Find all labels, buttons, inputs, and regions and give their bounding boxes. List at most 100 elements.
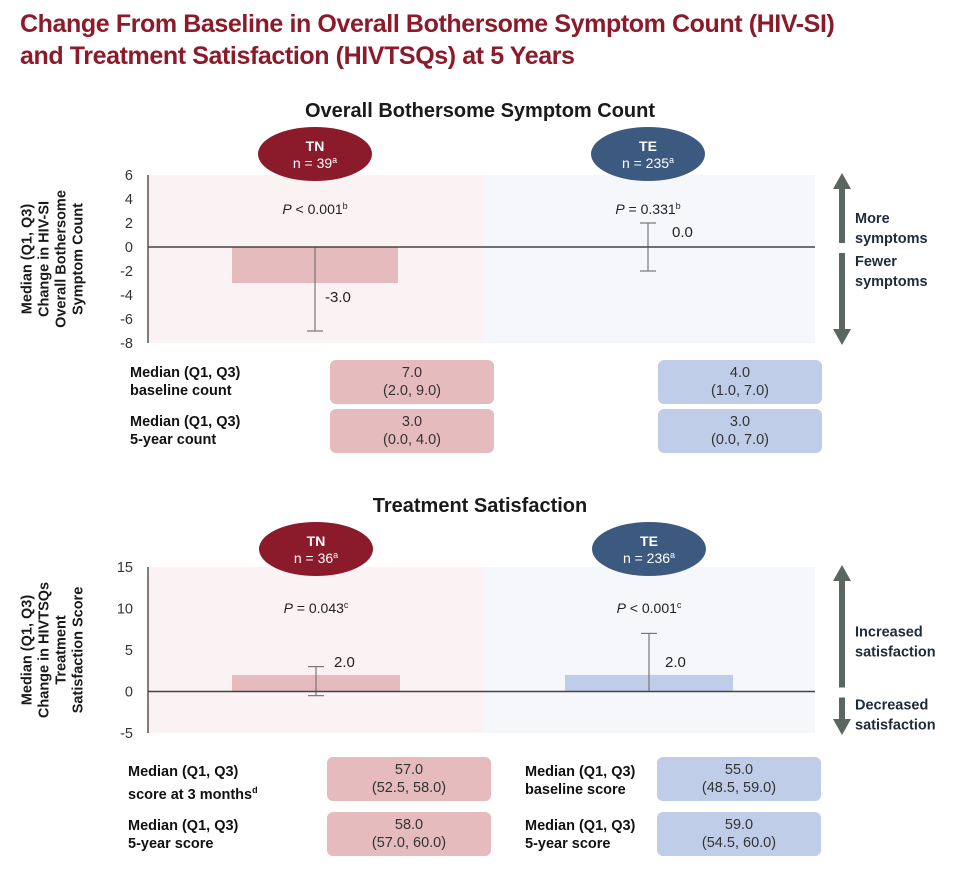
y-axis-label-line: Satisfaction Score xyxy=(71,587,87,714)
summary-iqr: (57.0, 60.0) xyxy=(371,835,447,851)
direction-down-label: satisfaction xyxy=(855,718,936,734)
summary-median: 59.0 xyxy=(724,817,754,833)
arrow-down-shaft xyxy=(839,697,845,721)
n-value: n = 236 xyxy=(623,550,670,566)
summary-label-line: 5-year score xyxy=(525,836,611,852)
n-value: n = 39 xyxy=(293,155,333,171)
p-value-text: < 0.001 xyxy=(626,600,677,616)
symptom-count-chart: Median (Q1, Q3) Change in HIV-SI Overall B… xyxy=(20,127,928,352)
n-value: n = 36 xyxy=(294,550,334,566)
summary-label-text: score at 3 months xyxy=(128,786,253,803)
tn-value-label: 2.0 xyxy=(334,654,355,671)
main-title-line-1: Change From Baseline in Overall Botherso… xyxy=(20,10,835,38)
group-n: n = 235a xyxy=(622,155,674,171)
summary-iqr: (2.0, 9.0) xyxy=(382,383,442,399)
y-tick-label: 5 xyxy=(125,643,133,659)
summary-iqr: (0.0, 4.0) xyxy=(382,432,442,448)
footnote-marker: a xyxy=(670,550,675,560)
footnote-marker: a xyxy=(333,550,338,560)
tn-group-badge xyxy=(259,522,373,576)
summary-median: 7.0 xyxy=(401,365,423,381)
summary-label-line: Median (Q1, Q3) xyxy=(128,818,239,834)
arrow-down-head xyxy=(833,719,851,735)
y-tick-label: 10 xyxy=(117,602,133,618)
y-tick-label: 0 xyxy=(125,240,133,256)
summary-median: 3.0 xyxy=(401,414,423,430)
summary-label-line: Median (Q1, Q3) xyxy=(525,764,636,780)
y-tick-label: 2 xyxy=(125,216,133,232)
p-symbol: P xyxy=(284,600,294,616)
summary-label-line: score at 3 monthsd xyxy=(128,781,258,804)
p-symbol: P xyxy=(615,201,625,217)
tn-baseline-count-box: 7.0 (2.0, 9.0) xyxy=(330,360,494,404)
tn-group-badge xyxy=(258,127,372,181)
summary-label-line: Median (Q1, Q3) xyxy=(130,365,241,381)
summary-iqr: (0.0, 7.0) xyxy=(710,432,770,448)
summary-row-label: Median (Q1, Q3) 5-year score xyxy=(128,817,238,853)
y-tick-label: -2 xyxy=(120,264,133,280)
direction-up-label: symptoms xyxy=(855,231,928,247)
y-tick-label: -6 xyxy=(120,312,133,328)
y-tick-label: 0 xyxy=(125,685,133,701)
y-tick-label: 15 xyxy=(117,560,133,576)
summary-label-line: baseline count xyxy=(130,383,232,399)
tn-5yr-count-box: 3.0 (0.0, 4.0) xyxy=(330,409,494,453)
footnote-marker: a xyxy=(332,155,337,165)
tn-5yr-score-box: 58.0 (57.0, 60.0) xyxy=(327,812,491,856)
y-axis-label: Median (Q1, Q3) Change in HIV-SI Overall B… xyxy=(20,190,87,328)
n-value: n = 235 xyxy=(622,155,669,171)
group-n: n = 39a xyxy=(293,155,337,171)
chart-2-title: Treatment Satisfaction xyxy=(372,495,588,517)
arrow-down-shaft xyxy=(839,253,845,331)
footnote-marker: c xyxy=(677,600,682,610)
footnote-marker: c xyxy=(344,600,349,610)
direction-up-label: Increased xyxy=(855,625,923,641)
chart-1-title: Overall Bothersome Symptom Count xyxy=(304,100,656,122)
direction-down-label: symptoms xyxy=(855,274,928,290)
tn-p-value: P < 0.001b xyxy=(282,201,347,217)
arrow-up-head xyxy=(833,565,851,581)
summary-median: 4.0 xyxy=(729,365,751,381)
group-n: n = 36a xyxy=(294,550,338,566)
summary-iqr: (1.0, 7.0) xyxy=(710,383,770,399)
te-group-badge xyxy=(591,127,705,181)
tn-3month-score-box: 57.0 (52.5, 58.0) xyxy=(327,757,491,801)
footnote-marker: a xyxy=(669,155,674,165)
te-baseline-score-box: 55.0 (48.5, 59.0) xyxy=(657,757,821,801)
te-5yr-count-box: 3.0 (0.0, 7.0) xyxy=(658,409,822,453)
y-axis-label-line: Change in HIV-SI xyxy=(37,201,53,317)
y-axis-label-line: Symptom Count xyxy=(71,203,87,315)
main-title-line-2: and Treatment Satisfaction (HIVTSQs) at … xyxy=(20,42,575,70)
footnote-marker: b xyxy=(343,201,348,211)
summary-row-label: Median (Q1, Q3) 5-year score xyxy=(525,817,635,853)
tn-value-label: -3.0 xyxy=(325,289,351,306)
summary-label-line: Median (Q1, Q3) xyxy=(130,414,241,430)
te-value-label: 2.0 xyxy=(665,654,686,671)
te-5yr-score-box: 59.0 (54.5, 60.0) xyxy=(657,812,821,856)
summary-label-line: baseline score xyxy=(525,782,626,798)
direction-down-label: Fewer xyxy=(855,254,897,270)
group-name: TE xyxy=(640,533,658,549)
summary-median: 55.0 xyxy=(724,762,754,778)
summary-label-line: 5-year score xyxy=(128,836,214,852)
te-p-value: P < 0.001c xyxy=(617,600,682,616)
arrow-up-shaft xyxy=(839,187,845,243)
y-tick-label: 4 xyxy=(125,192,133,208)
tn-panel-background xyxy=(148,567,484,733)
summary-median: 57.0 xyxy=(394,762,424,778)
arrow-down-head xyxy=(833,329,851,345)
y-tick-label: -8 xyxy=(120,336,133,352)
te-baseline-count-box: 4.0 (1.0, 7.0) xyxy=(658,360,822,404)
summary-iqr: (48.5, 59.0) xyxy=(701,780,777,796)
main-title: Change From Baseline in Overall Botherso… xyxy=(20,8,950,72)
group-n: n = 236a xyxy=(623,550,675,566)
y-axis-label-line: Overall Bothersome xyxy=(54,190,70,328)
summary-label-line: Median (Q1, Q3) xyxy=(128,764,239,780)
y-axis-label-line: Change in HIVTSQs xyxy=(37,582,53,718)
direction-down-label: Decreased xyxy=(855,698,928,714)
y-axis-label-line: Median (Q1, Q3) xyxy=(20,595,36,706)
summary-iqr: (52.5, 58.0) xyxy=(371,780,447,796)
y-tick-label: 6 xyxy=(125,168,133,184)
arrow-up-shaft xyxy=(839,579,845,688)
treatment-satisfaction-chart: Median (Q1, Q3) Change in HIVTSQs Treatmen… xyxy=(20,522,936,742)
